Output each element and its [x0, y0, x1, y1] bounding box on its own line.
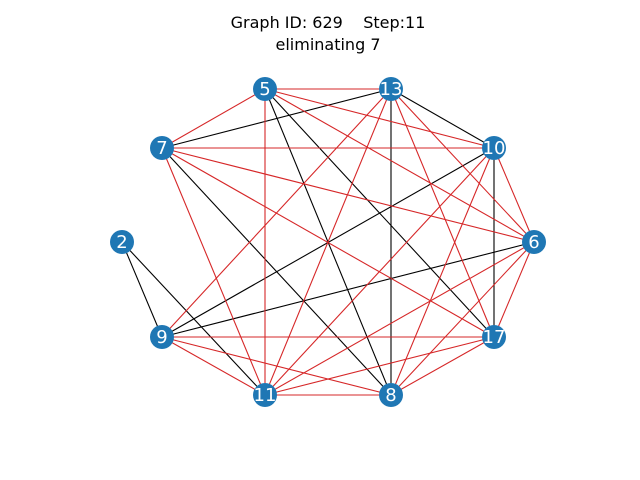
edge-2-11 [121, 241, 266, 396]
edge-7-11 [161, 147, 266, 396]
edge-6-17 [493, 241, 535, 338]
node-label: 5 [259, 79, 270, 100]
edge-17-11 [264, 336, 495, 396]
node-circle [482, 325, 506, 349]
node-label: 13 [380, 79, 403, 100]
node-label: 11 [254, 385, 277, 406]
node-circle [110, 230, 134, 254]
graph-title: Graph ID: 629 Step:11 [231, 13, 426, 32]
edge-10-6 [493, 147, 535, 243]
node-8: 8 [379, 383, 403, 407]
nodes-layer: 5 13 7 10 2 6 9 17 11 8 [110, 77, 546, 407]
node-circle [522, 230, 546, 254]
graph-subtitle: eliminating 7 [276, 35, 381, 54]
edge-17-8 [390, 336, 495, 396]
node-label: 9 [156, 327, 167, 348]
edge-2-9 [121, 241, 163, 338]
edge-7-6 [161, 147, 535, 243]
node-circle [379, 77, 403, 101]
node-10: 10 [482, 136, 506, 160]
edge-9-11 [161, 336, 266, 396]
node-circle [150, 325, 174, 349]
node-label: 10 [483, 138, 506, 159]
edge-5-7 [161, 88, 266, 149]
edge-6-9 [161, 241, 535, 338]
node-6: 6 [522, 230, 546, 254]
node-circle [253, 383, 277, 407]
edge-5-10 [264, 88, 495, 149]
edge-5-6 [264, 88, 535, 243]
edge-7-17 [161, 147, 495, 338]
node-circle [379, 383, 403, 407]
edge-6-11 [264, 241, 535, 396]
node-label: 7 [156, 138, 167, 159]
edge-13-17 [390, 88, 495, 338]
edge-13-6 [390, 88, 535, 243]
node-7: 7 [150, 136, 174, 160]
edge-10-11 [264, 147, 495, 396]
node-9: 9 [150, 325, 174, 349]
node-circle [482, 136, 506, 160]
node-label: 6 [528, 232, 539, 253]
edge-9-8 [161, 336, 392, 396]
edge-13-7 [161, 88, 392, 149]
node-label: 17 [483, 327, 506, 348]
edge-6-8 [390, 241, 535, 396]
edges-layer [121, 88, 535, 396]
node-2: 2 [110, 230, 134, 254]
node-17: 17 [482, 325, 506, 349]
edge-13-10 [390, 88, 495, 149]
node-circle [253, 77, 277, 101]
node-13: 13 [379, 77, 403, 101]
node-5: 5 [253, 77, 277, 101]
node-label: 8 [385, 385, 396, 406]
edge-10-8 [390, 147, 495, 396]
node-11: 11 [253, 383, 277, 407]
node-circle [150, 136, 174, 160]
node-label: 2 [116, 232, 127, 253]
